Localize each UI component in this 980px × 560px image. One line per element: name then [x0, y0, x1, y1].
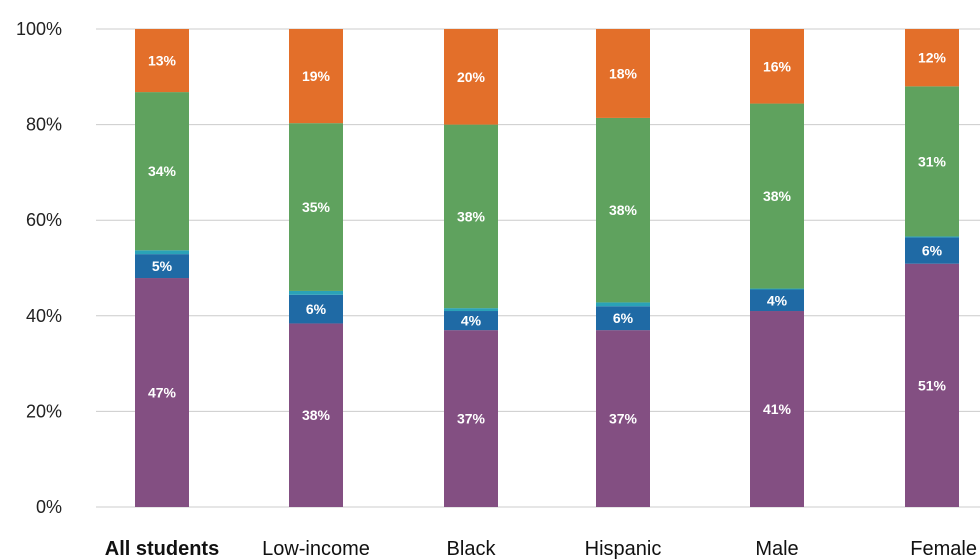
bar-segment — [596, 117, 650, 303]
category-label: Female — [910, 538, 977, 560]
data-label: 6% — [613, 310, 634, 326]
bar-segment — [444, 330, 498, 507]
bar-segment — [444, 124, 498, 309]
bar-segment — [905, 237, 959, 264]
data-label: 12% — [918, 50, 947, 66]
data-label: 6% — [306, 301, 327, 317]
bar-segment — [135, 254, 189, 279]
y-tick-label: 40% — [26, 306, 62, 326]
bar-segment — [444, 311, 498, 331]
data-label: 47% — [148, 385, 177, 401]
bar-segment — [905, 29, 959, 87]
data-label: 34% — [148, 163, 177, 179]
data-label: 18% — [609, 65, 638, 81]
bar-segment — [135, 29, 189, 93]
data-label: 38% — [763, 188, 792, 204]
gridlines — [96, 28, 980, 508]
data-label: 38% — [457, 208, 486, 224]
data-label: 37% — [609, 411, 638, 427]
category-label: Low-income — [262, 538, 370, 560]
bar-segment — [135, 278, 189, 507]
data-label: 35% — [302, 199, 331, 215]
data-label: 38% — [609, 202, 638, 218]
data-label: 5% — [152, 258, 173, 274]
category-label: Hispanic — [585, 538, 662, 560]
bar-segment — [905, 236, 959, 238]
y-tick-label: 60% — [26, 210, 62, 230]
bar-segment — [905, 263, 959, 507]
y-tick-label: 100% — [16, 19, 62, 39]
data-label: 13% — [148, 53, 177, 69]
bar-segment — [289, 323, 343, 507]
category-labels: All students Low-income Black Hispanic Male F… — [105, 538, 977, 560]
data-label: 20% — [457, 69, 486, 85]
data-label: 4% — [461, 313, 482, 329]
bar-segment — [444, 29, 498, 125]
bar-segment — [596, 302, 650, 307]
data-label: 51% — [918, 377, 947, 393]
data-label: 31% — [918, 153, 947, 169]
data-label: 38% — [302, 407, 331, 423]
bar-segment — [750, 103, 804, 289]
bar-segment — [596, 306, 650, 331]
bar-segment — [750, 288, 804, 290]
data-label: 16% — [763, 58, 792, 74]
category-label: Black — [447, 538, 497, 560]
data-label: 41% — [763, 401, 792, 417]
category-label: Male — [755, 538, 798, 560]
data-label: 6% — [922, 243, 943, 259]
bar-segment — [289, 294, 343, 324]
bar-segment — [750, 29, 804, 104]
bar-segment — [596, 29, 650, 118]
data-label: 4% — [767, 292, 788, 308]
bar-segment — [289, 29, 343, 124]
y-tick-label: 0% — [36, 497, 62, 517]
bar-segment — [596, 330, 650, 507]
data-label: 37% — [457, 411, 486, 427]
bar-segment — [289, 290, 343, 295]
y-tick-label: 20% — [26, 401, 62, 421]
bar-segment — [135, 250, 189, 255]
data-label: 19% — [302, 68, 331, 84]
category-label: All students — [105, 538, 219, 560]
segment-labels: 47% 5% 34% 13% 38% 6% 35% 19% 37% 4% 38% 20% 37% 6% 38… — [148, 50, 947, 427]
bar-segment — [905, 86, 959, 237]
bar-segment — [289, 123, 343, 291]
bar-segment — [135, 92, 189, 251]
bar-segment — [750, 289, 804, 312]
y-axis-tick-labels: 0% 20% 40% 60% 80% 100% — [16, 19, 62, 517]
bar-segment — [444, 308, 498, 312]
y-tick-label: 80% — [26, 115, 62, 135]
bars — [135, 29, 959, 507]
bar-segment — [750, 311, 804, 507]
